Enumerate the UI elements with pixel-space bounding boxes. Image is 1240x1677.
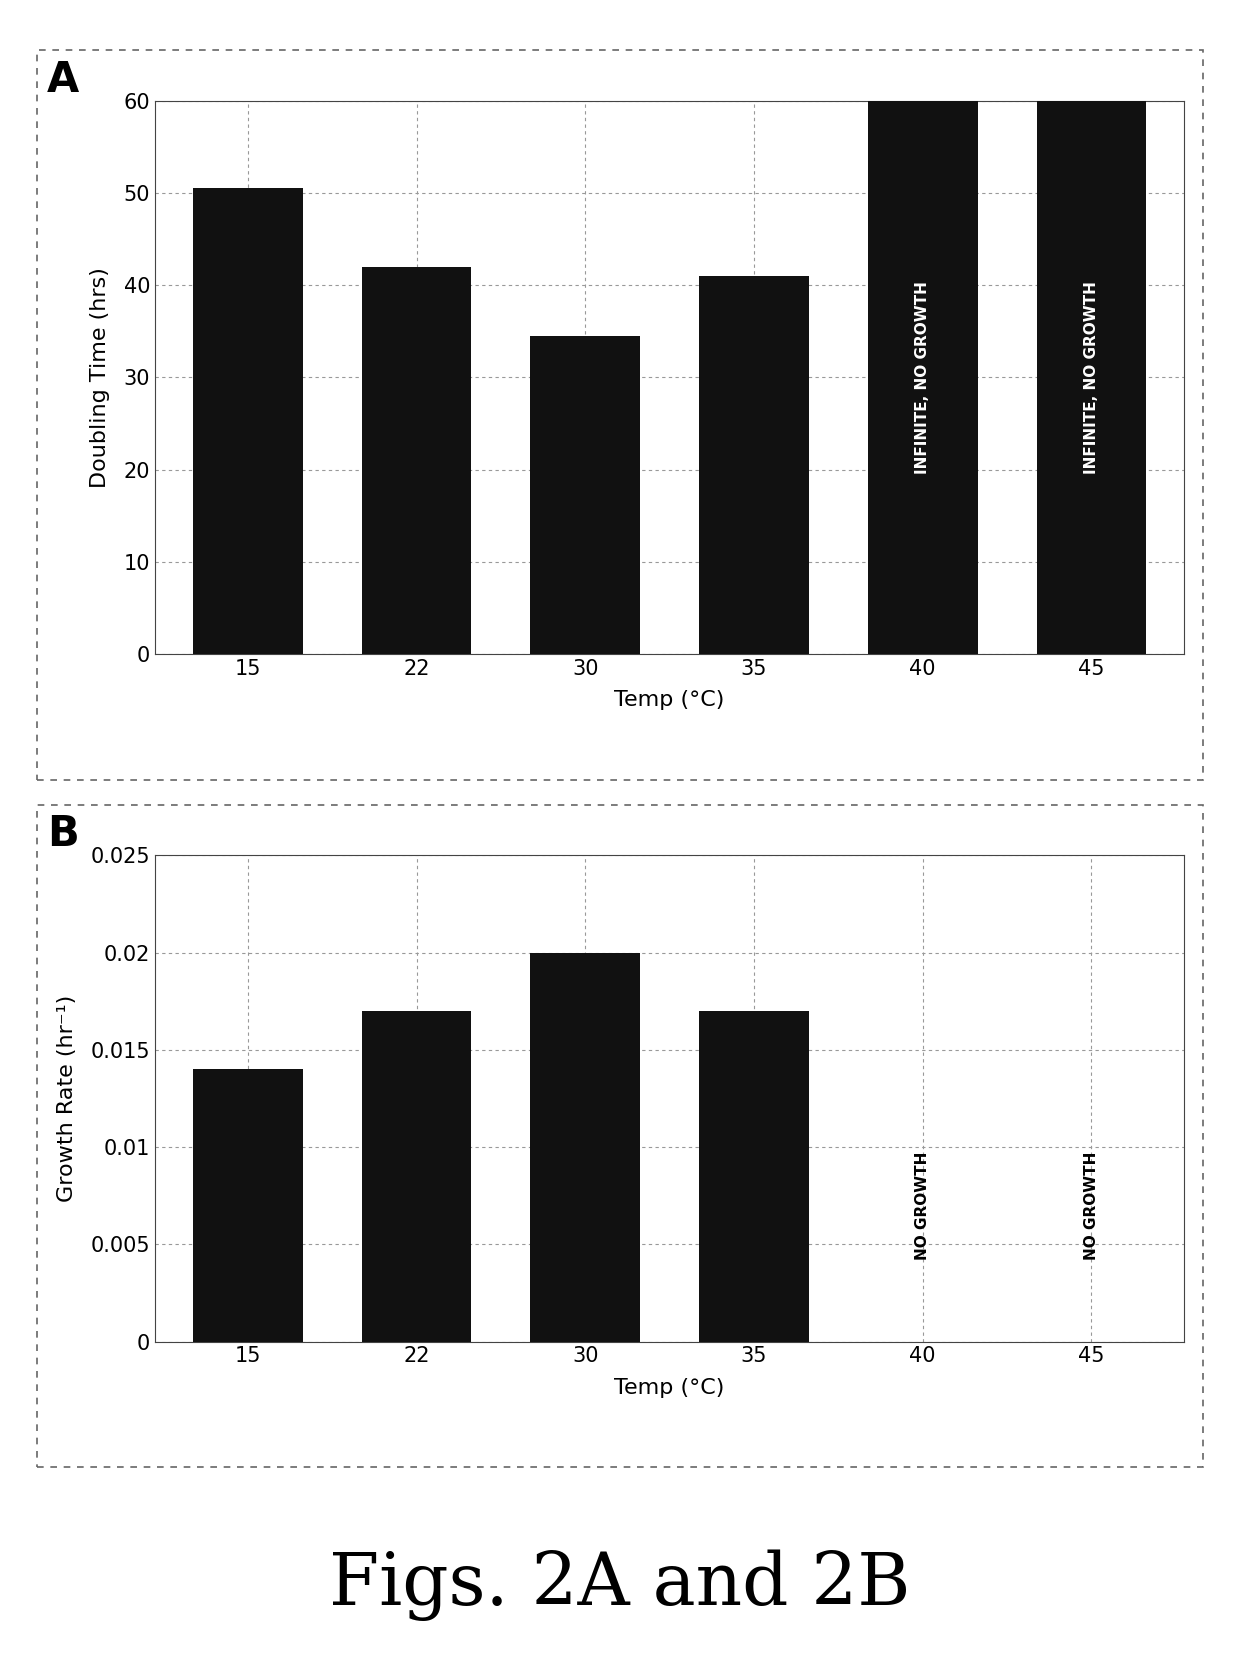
Y-axis label: Growth Rate (hr⁻¹): Growth Rate (hr⁻¹)	[57, 994, 77, 1202]
Bar	[193, 1070, 303, 1342]
Bar	[362, 267, 471, 654]
Text: Figs. 2A and 2B: Figs. 2A and 2B	[330, 1550, 910, 1620]
Text: NO GROWTH: NO GROWTH	[915, 1150, 930, 1259]
X-axis label: Temp (°C): Temp (°C)	[614, 689, 725, 709]
X-axis label: Temp (°C): Temp (°C)	[614, 1377, 725, 1397]
Bar	[699, 277, 808, 654]
Bar	[531, 953, 640, 1342]
Text: INFINITE, NO GROWTH: INFINITE, NO GROWTH	[1084, 280, 1099, 475]
Text: NO GROWTH: NO GROWTH	[1084, 1150, 1099, 1259]
Text: B: B	[47, 813, 79, 855]
Bar	[193, 188, 303, 654]
Bar	[868, 101, 977, 654]
Text: INFINITE, NO GROWTH: INFINITE, NO GROWTH	[915, 280, 930, 475]
Bar	[1037, 101, 1146, 654]
Bar	[531, 335, 640, 654]
Text: A: A	[47, 59, 79, 101]
Bar	[699, 1011, 808, 1342]
Bar	[362, 1011, 471, 1342]
Y-axis label: Doubling Time (hrs): Doubling Time (hrs)	[89, 267, 109, 488]
